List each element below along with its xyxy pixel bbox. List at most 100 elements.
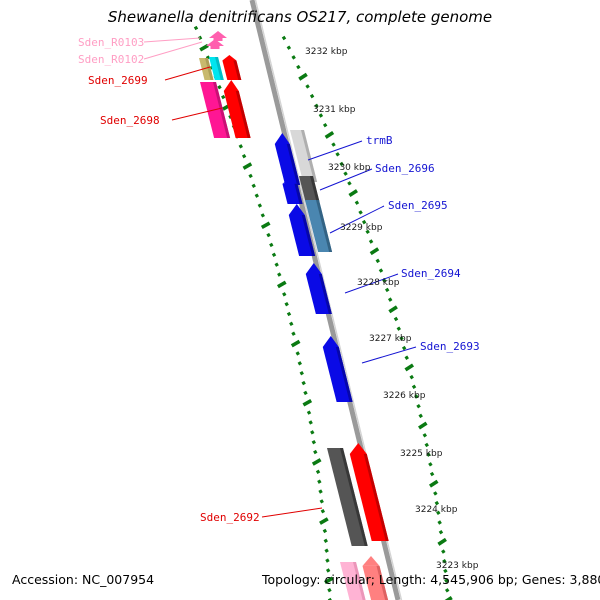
ruler-minor-dash [193, 25, 199, 31]
ruler-minor-dash [424, 442, 429, 448]
ruler-minor-dash [409, 374, 414, 380]
feature-leader-line [164, 66, 211, 81]
gene-feature[interactable] [274, 133, 301, 185]
gene-shading [318, 274, 332, 314]
ruler-tick-label: 3226 kbp [383, 391, 426, 401]
gene-feature[interactable] [299, 176, 320, 202]
ruler-arc-outer [281, 35, 453, 600]
gene-body[interactable] [274, 144, 301, 185]
gene-shading [301, 130, 318, 182]
gene-feature[interactable] [305, 200, 333, 252]
gene-body[interactable] [327, 448, 368, 546]
feature-label-layer[interactable]: Sden_R0103 Sden_R0102 Sden_2699 Sden_2698tr… [78, 36, 480, 524]
ruler-minor-dash [309, 93, 315, 99]
gene-body[interactable] [322, 347, 353, 402]
ruler-major-tick [290, 339, 301, 348]
ruler-minor-dash [327, 597, 332, 600]
ruler-minor-dash [318, 489, 323, 494]
ruler-minor-dash [241, 154, 247, 159]
ruler-minor-dash [414, 394, 419, 399]
feature-label[interactable]: Sden_2699 [88, 74, 148, 87]
gene-feature[interactable] [282, 178, 303, 204]
gene-shading [353, 562, 366, 600]
gene-feature[interactable] [209, 57, 224, 80]
ruler-minor-dash [393, 316, 399, 322]
ruler-tick-label: 3229 kbp [340, 223, 383, 233]
ruler-major-tick [418, 421, 428, 430]
feature-label[interactable]: Sden_R0102 [78, 53, 144, 66]
feature-label[interactable]: Sden_2694 [401, 267, 461, 280]
gene-feature[interactable] [222, 55, 242, 80]
gene-shading [205, 58, 214, 80]
ruler-tick-label: 3224 kbp [415, 505, 458, 515]
ruler-minor-dash [314, 103, 319, 109]
gene-arrow-head[interactable] [274, 133, 290, 144]
ruler-minor-dash [422, 433, 428, 438]
ruler-minor-dash [217, 84, 222, 90]
ruler-minor-dash [433, 491, 438, 496]
gene-arrow-head[interactable] [223, 80, 239, 91]
gene-shading [335, 347, 353, 402]
ruler-minor-dash [299, 370, 304, 376]
gene-feature[interactable] [223, 80, 251, 138]
gene-feature-layer[interactable] [199, 55, 389, 600]
gene-body[interactable] [349, 454, 389, 541]
ruler-major-tick [199, 43, 209, 52]
ruler-major-tick [242, 162, 253, 170]
feature-label[interactable]: Sden_2696 [375, 162, 435, 175]
gene-body[interactable] [362, 565, 389, 600]
gene-body[interactable] [288, 215, 316, 256]
accession-status: Accession: NC_007954 [12, 572, 154, 587]
ruler-minor-dash [361, 219, 367, 225]
gene-feature[interactable] [288, 204, 316, 256]
trna-marker[interactable] [209, 31, 227, 41]
gene-body[interactable] [340, 562, 366, 600]
gene-shading [301, 215, 316, 256]
feature-label[interactable]: Sden_R0103 [78, 36, 144, 49]
ruler-minor-dash [426, 452, 431, 457]
gene-body[interactable] [223, 91, 251, 138]
gene-body[interactable] [305, 200, 333, 252]
ruler-minor-dash [313, 449, 318, 455]
gene-shading [215, 57, 224, 80]
gene-body[interactable] [290, 130, 318, 182]
ruler-major-tick [324, 130, 335, 139]
gene-arrow-head[interactable] [288, 204, 305, 215]
feature-label[interactable]: Sden_2692 [200, 511, 260, 524]
feature-label[interactable]: Sden_2695 [388, 199, 448, 212]
ruler-minor-dash [436, 510, 441, 516]
ruler-minor-dash [339, 161, 344, 167]
gene-feature[interactable] [199, 58, 214, 80]
gene-arrow-head[interactable] [305, 263, 322, 274]
feature-label[interactable]: Sden_2693 [420, 340, 480, 353]
gene-feature[interactable] [340, 562, 366, 600]
gene-feature[interactable] [362, 556, 389, 600]
gene-arrow-head[interactable] [282, 178, 298, 184]
ruler-minor-dash [251, 183, 256, 188]
gene-arrow-head[interactable] [222, 55, 237, 61]
ruler-minor-dash [238, 144, 243, 149]
feature-label[interactable]: trmB [366, 134, 393, 147]
trna-marker[interactable] [206, 39, 224, 49]
gene-feature[interactable] [349, 443, 389, 541]
gene-body[interactable] [305, 274, 332, 314]
gene-feature[interactable] [305, 263, 332, 314]
ruler-minor-dash [305, 84, 310, 89]
gene-shading [294, 183, 303, 204]
ruler-minor-dash [347, 181, 352, 186]
gene-arrow-head[interactable] [322, 336, 339, 347]
feature-leader-line [261, 507, 323, 518]
gene-arrow-head[interactable] [349, 443, 367, 454]
feature-leader-layer [143, 37, 417, 518]
trna-marker-layer[interactable] [206, 31, 227, 49]
gene-arrow-head[interactable] [362, 556, 380, 566]
gene-feature[interactable] [290, 130, 318, 182]
feature-label[interactable]: Sden_2698 [100, 114, 160, 127]
ruler-minor-dash [331, 142, 336, 147]
ruler-minor-dash [260, 213, 265, 218]
gene-feature[interactable] [327, 448, 368, 546]
ruler-minor-dash [318, 113, 324, 118]
gene-feature[interactable] [322, 336, 353, 402]
